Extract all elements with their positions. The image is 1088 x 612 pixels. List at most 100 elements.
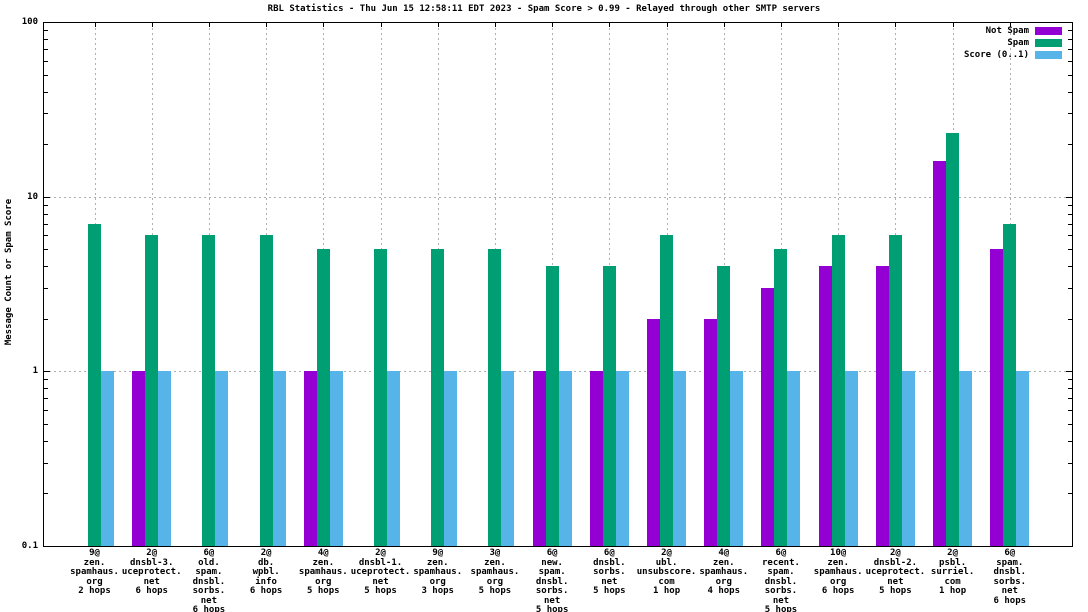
bar-spam xyxy=(1003,223,1017,546)
legend-item: Not Spam xyxy=(986,26,1062,36)
bar-spam xyxy=(316,249,330,546)
bar-not-spam xyxy=(132,371,146,546)
y-major-tick xyxy=(44,546,50,547)
x-tick xyxy=(381,23,382,27)
y-minor-tick xyxy=(44,441,48,442)
y-minor-tick xyxy=(44,249,48,250)
bar-spam xyxy=(946,133,960,546)
bar-score-0-1 xyxy=(673,371,687,546)
x-tick xyxy=(209,23,210,27)
plot-area-border xyxy=(43,22,1073,547)
y-minor-tick xyxy=(44,61,48,62)
y-minor-tick xyxy=(1068,288,1072,289)
x-category-label: 2@ ubl. unsubscore. com 1 hop xyxy=(636,548,697,596)
x-tick xyxy=(724,23,725,27)
x-tick xyxy=(667,23,668,27)
x-category-label: 6@ spam. dnsbl. sorbs. net 6 hops xyxy=(993,548,1027,606)
y-minor-tick xyxy=(44,30,48,31)
x-tick xyxy=(781,23,782,27)
x-category-label: 2@ dnsbl-2. uceprotect. net 5 hops xyxy=(865,548,926,596)
y-minor-tick xyxy=(1068,235,1072,236)
x-tick xyxy=(323,23,324,27)
x-category-label: 4@ zen. spamhaus. org 5 hops xyxy=(298,548,348,596)
legend-swatch-not-spam xyxy=(1035,27,1062,35)
x-tick xyxy=(95,23,96,27)
y-minor-tick xyxy=(44,410,48,411)
y-minor-tick xyxy=(1068,214,1072,215)
y-minor-tick xyxy=(1068,266,1072,267)
bar-spam xyxy=(660,235,674,546)
y-minor-tick xyxy=(1068,30,1072,31)
x-tick xyxy=(895,23,896,27)
y-minor-tick xyxy=(44,214,48,215)
bar-spam xyxy=(774,249,788,546)
legend-item: Score (0..1) xyxy=(964,50,1062,60)
bar-not-spam xyxy=(589,371,603,546)
bar-spam xyxy=(431,249,445,546)
bar-score-0-1 xyxy=(101,371,114,546)
x-category-label: 4@ zen. spamhaus. org 4 hops xyxy=(699,548,749,596)
y-minor-tick xyxy=(44,379,48,380)
y-minor-tick xyxy=(44,266,48,267)
y-minor-tick xyxy=(1068,61,1072,62)
bar-score-0-1 xyxy=(959,371,973,546)
y-tick-label: 1 xyxy=(32,366,38,376)
x-tick xyxy=(438,23,439,27)
y-minor-tick xyxy=(44,319,48,320)
x-category-label: 2@ psbl. surriel. com 1 hop xyxy=(930,548,975,596)
y-minor-tick xyxy=(1068,398,1072,399)
y-minor-tick xyxy=(44,424,48,425)
y-minor-tick xyxy=(44,235,48,236)
x-tick xyxy=(609,23,610,27)
bar-not-spam xyxy=(875,266,889,546)
x-category-label: 9@ zen. spamhaus. org 3 hops xyxy=(413,548,463,596)
y-minor-tick xyxy=(44,205,48,206)
y-minor-tick xyxy=(1068,493,1072,494)
y-minor-tick xyxy=(44,288,48,289)
bar-not-spam xyxy=(532,371,546,546)
bar-spam xyxy=(717,266,731,546)
x-category-label: 6@ new. spam. dnsbl. sorbs. net 5 hops xyxy=(535,548,569,612)
bar-spam xyxy=(259,235,273,546)
legend-label: Score (0..1) xyxy=(963,50,1029,60)
y-minor-tick xyxy=(1068,113,1072,114)
bar-spam xyxy=(374,249,388,546)
x-category-label: 3@ zen. spamhaus. org 5 hops xyxy=(470,548,520,596)
bar-spam xyxy=(488,249,502,546)
y-tick-label: 10 xyxy=(27,192,38,202)
legend-label: Not Spam xyxy=(985,26,1029,36)
y-tick-label: 100 xyxy=(21,17,38,27)
horizontal-gridline xyxy=(44,197,1071,198)
bar-score-0-1 xyxy=(272,371,286,546)
y-minor-tick xyxy=(44,75,48,76)
bar-not-spam xyxy=(818,266,832,546)
y-minor-tick xyxy=(44,113,48,114)
y-minor-tick xyxy=(1068,424,1072,425)
bar-score-0-1 xyxy=(158,371,172,546)
bar-spam xyxy=(145,235,159,546)
x-category-label: 2@ db. wpbl. info 6 hops xyxy=(249,548,283,596)
x-category-label: 6@ recent. spam. dnsbl. sorbs. net 5 hop… xyxy=(762,548,800,612)
bar-score-0-1 xyxy=(615,371,629,546)
y-minor-tick xyxy=(1068,319,1072,320)
x-tick xyxy=(953,23,954,27)
x-category-label: 6@ old. spam. dnsbl. sorbs. net 6 hops xyxy=(192,548,226,612)
y-major-tick xyxy=(1066,22,1072,23)
bar-spam xyxy=(888,235,902,546)
y-minor-tick xyxy=(44,39,48,40)
bar-not-spam xyxy=(704,318,718,546)
y-major-tick xyxy=(1066,371,1072,372)
bar-spam xyxy=(202,235,216,546)
legend-label: Spam xyxy=(1007,38,1029,48)
x-tick xyxy=(266,23,267,27)
y-tick-label: 0.1 xyxy=(21,541,38,551)
y-minor-tick xyxy=(44,224,48,225)
x-tick xyxy=(552,23,553,27)
y-minor-tick xyxy=(44,388,48,389)
x-tick xyxy=(1010,23,1011,27)
legend-swatch-score xyxy=(1035,51,1062,59)
chart-title: RBL Statistics - Thu Jun 15 12:58:11 EDT… xyxy=(267,4,821,14)
x-tick xyxy=(495,23,496,27)
bar-score-0-1 xyxy=(787,371,801,546)
